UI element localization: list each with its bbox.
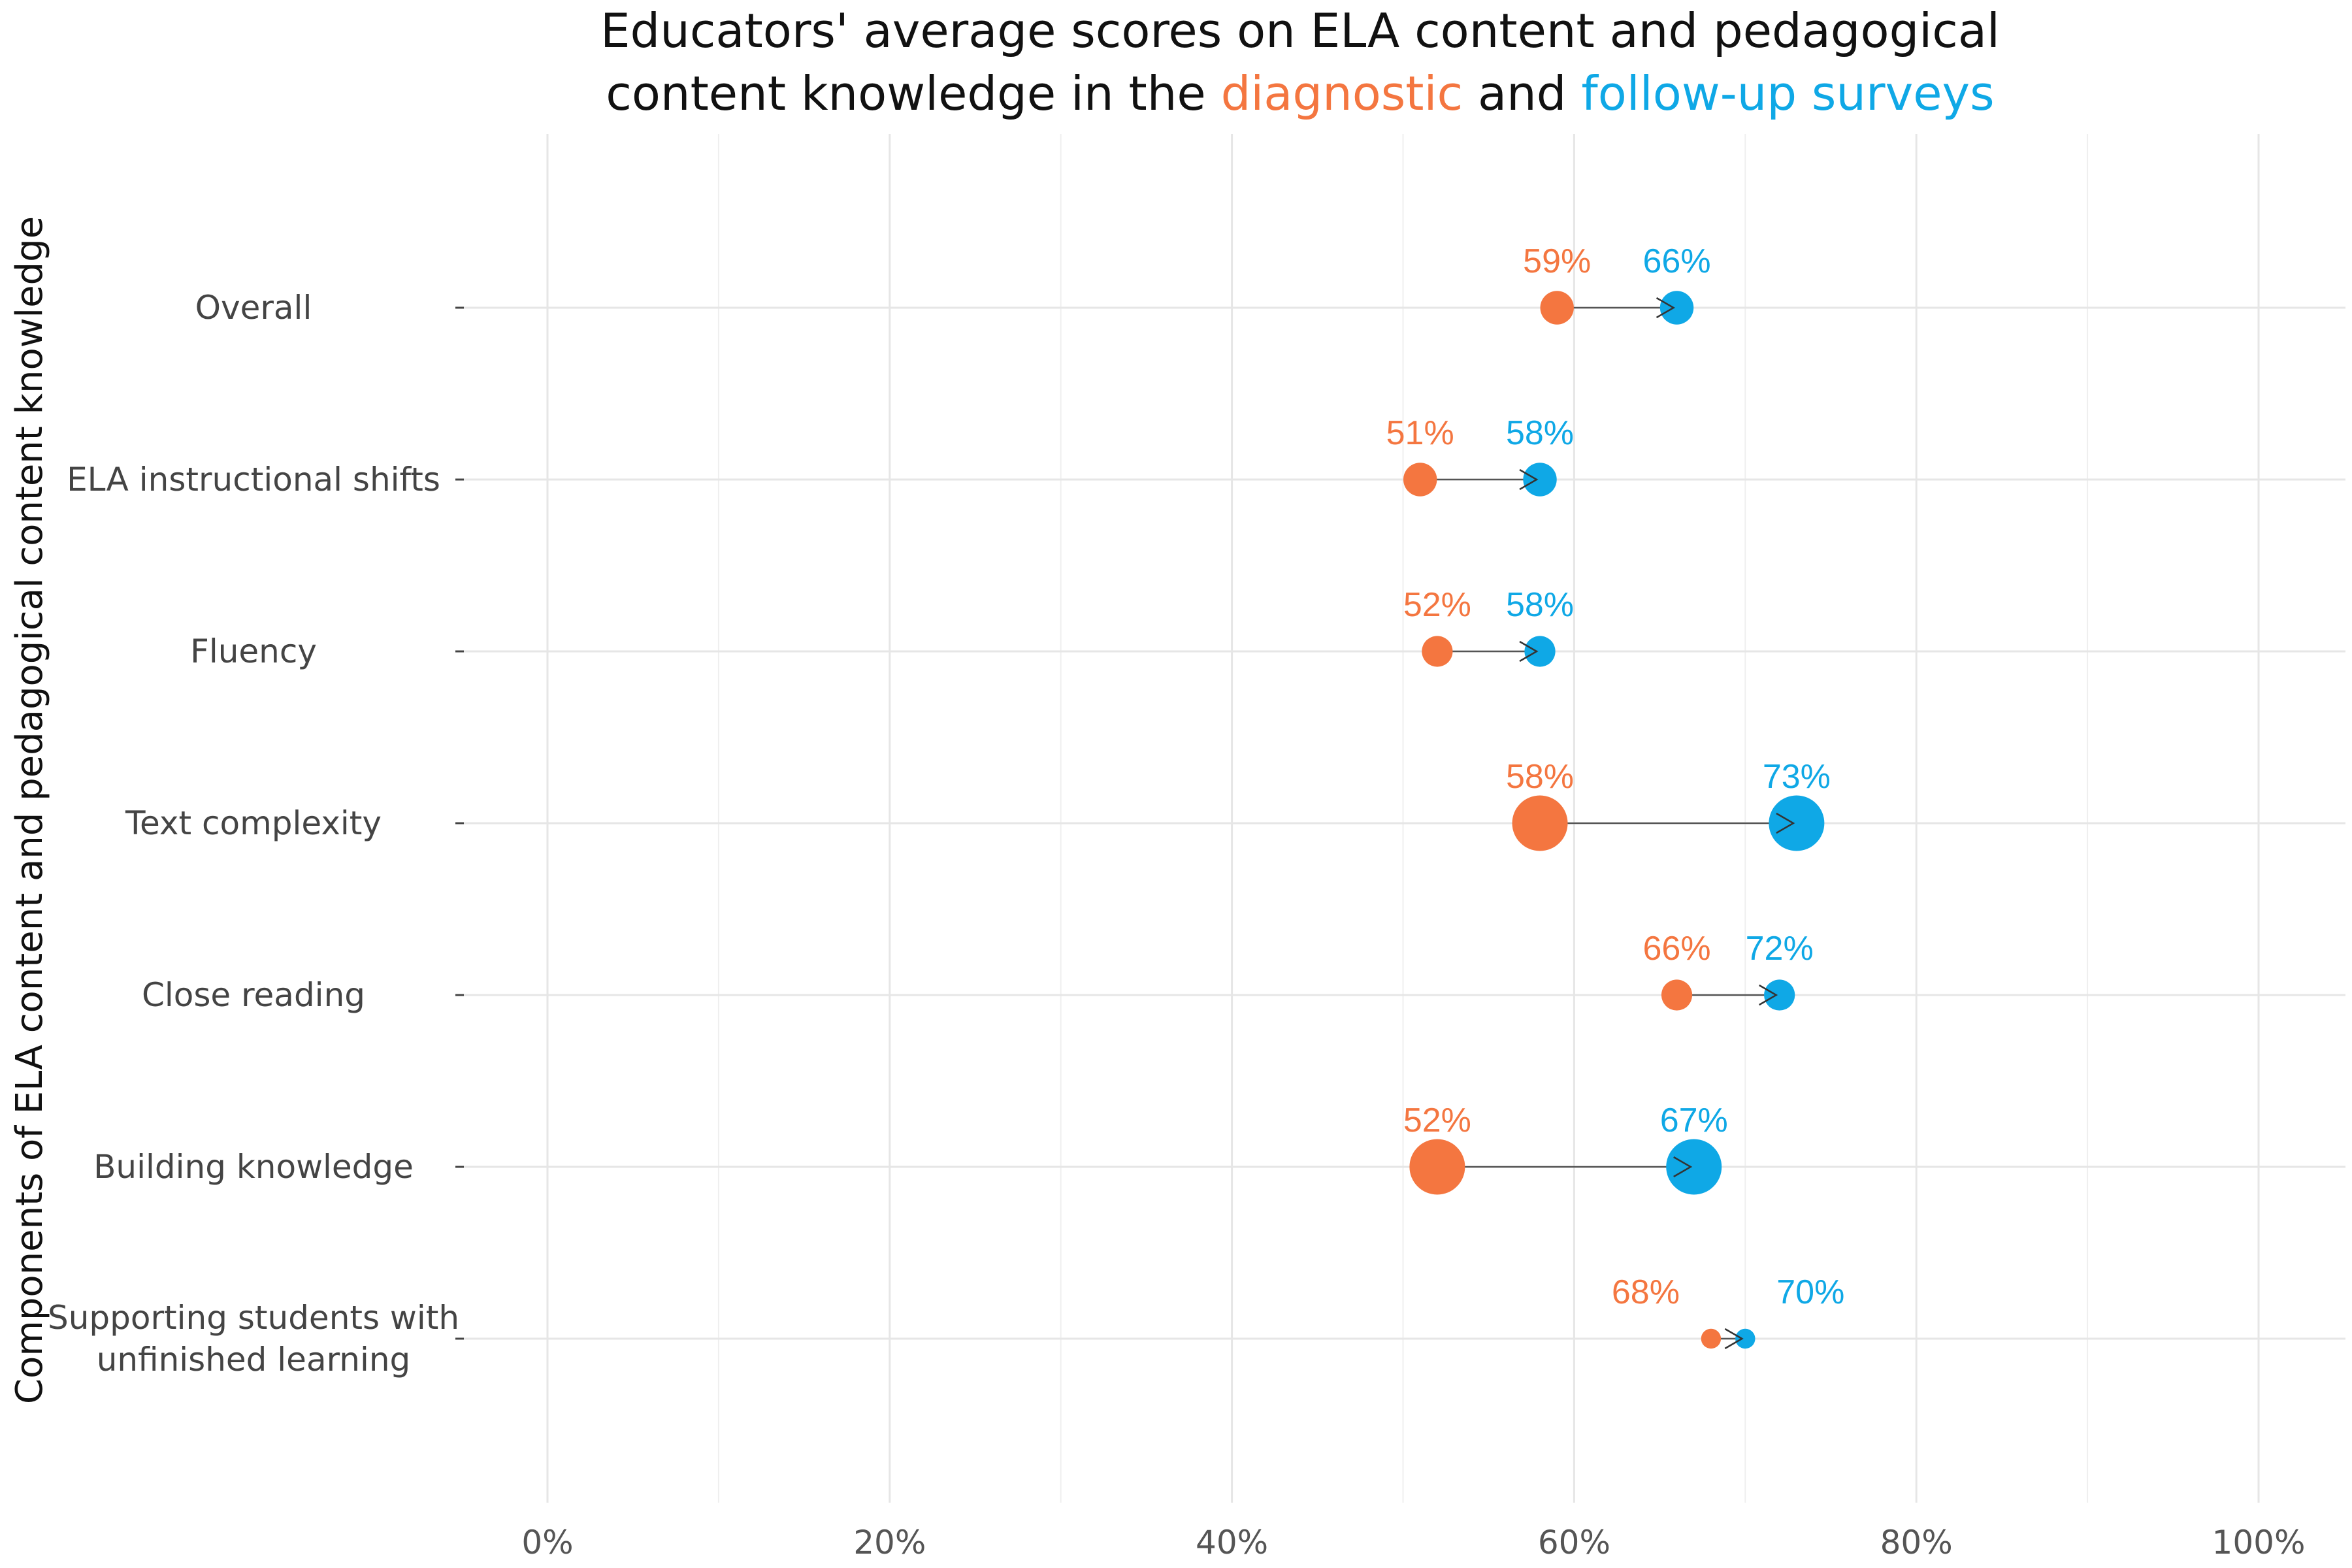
- grid-minor: [717, 134, 2089, 1503]
- category-label: Overall: [195, 289, 312, 327]
- x-tick-label: 40%: [1196, 1524, 1268, 1561]
- change-arrow-head: [1519, 640, 1539, 662]
- follow-up-point: [1523, 463, 1557, 497]
- category-label: Supporting students with: [48, 1299, 459, 1337]
- follow-up-value-label: 72%: [1746, 930, 1814, 968]
- x-tick-labels: 0% 20% 40% 60% 80% 100%: [521, 1524, 2305, 1561]
- follow-up-value-label: 67%: [1660, 1102, 1728, 1139]
- diagnostic-value-label: 51%: [1386, 414, 1454, 452]
- y-axis-label: Components of ELA content and pedagogica…: [8, 216, 51, 1404]
- category-label: Fluency: [190, 632, 317, 670]
- arrows: [1420, 306, 1797, 1340]
- title-follow-up: follow-up surveys: [1581, 66, 1994, 121]
- diagnostic-point: [1512, 795, 1568, 851]
- change-arrow-head: [1724, 1328, 1744, 1350]
- title-line-2: content knowledge in the diagnostic and …: [606, 66, 1994, 121]
- x-tick-label: 80%: [1880, 1524, 1953, 1561]
- title-diagnostic: diagnostic: [1221, 66, 1463, 121]
- category-labels: Overall ELA instructional shifts Fluency Te…: [48, 289, 459, 1379]
- follow-up-point: [1735, 1328, 1756, 1349]
- y-ticks: [455, 306, 464, 1340]
- diagnostic-point: [1540, 291, 1574, 325]
- diagnostic-point: [1409, 1139, 1465, 1195]
- follow-up-point: [1666, 1139, 1722, 1195]
- category-label: Close reading: [142, 976, 365, 1014]
- follow-up-point: [1764, 979, 1795, 1011]
- category-label: Building knowledge: [93, 1148, 414, 1186]
- title-text-a: content knowledge in the: [606, 66, 1220, 121]
- diagnostic-point: [1422, 636, 1453, 667]
- diagnostic-value-label: 52%: [1403, 1102, 1471, 1139]
- follow-up-value-label: 73%: [1763, 758, 1831, 796]
- change-arrow-head: [1519, 468, 1539, 491]
- value-labels: 59% 66% 51% 58% 52% 58% 58% 73% 66% 72% 52% 67% 68% 7…: [1386, 242, 1845, 1311]
- diagnostic-point: [1661, 979, 1693, 1011]
- follow-up-value-label: 70%: [1776, 1273, 1844, 1311]
- diagnostic-value-label: 58%: [1506, 758, 1574, 796]
- x-tick-label: 0%: [521, 1524, 573, 1561]
- title-line-1: Educators' average scores on ELA content…: [600, 3, 2000, 58]
- change-arrow-head: [1673, 1156, 1693, 1178]
- follow-up-point: [1659, 291, 1694, 325]
- follow-up-value-label: 58%: [1506, 414, 1574, 452]
- category-label: unfinished learning: [97, 1341, 411, 1379]
- x-tick-label: 100%: [2212, 1524, 2306, 1561]
- change-arrow-head: [1656, 297, 1676, 319]
- title-text-b: and: [1463, 66, 1581, 121]
- x-tick-label: 60%: [1538, 1524, 1610, 1561]
- change-arrow-head: [1759, 984, 1778, 1006]
- diagnostic-point: [1701, 1328, 1722, 1349]
- category-label: ELA instructional shifts: [67, 461, 440, 498]
- chart-title: Educators' average scores on ELA content…: [600, 3, 2000, 121]
- follow-up-value-label: 58%: [1506, 586, 1574, 624]
- follow-up-value-label: 66%: [1643, 242, 1711, 280]
- follow-up-point: [1524, 636, 1556, 667]
- follow-up-point: [1769, 795, 1825, 851]
- change-arrow-head: [1776, 812, 1795, 834]
- diagnostic-value-label: 52%: [1403, 586, 1471, 624]
- diagnostic-point: [1403, 463, 1437, 497]
- diagnostic-value-label: 68%: [1612, 1273, 1680, 1311]
- points: [1403, 291, 1825, 1350]
- category-label: Text complexity: [125, 804, 382, 842]
- x-tick-label: 20%: [853, 1524, 926, 1561]
- diagnostic-value-label: 66%: [1643, 930, 1711, 968]
- grid-major: [457, 134, 2345, 1503]
- diagnostic-value-label: 59%: [1523, 242, 1591, 280]
